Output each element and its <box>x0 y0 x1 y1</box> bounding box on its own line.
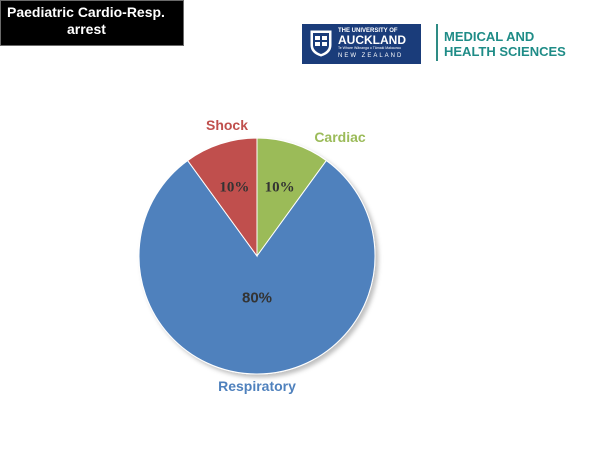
logo-name: AUCKLAND <box>338 33 406 47</box>
pie-value-label-cardiac: 10% <box>265 179 295 195</box>
pie-category-label-shock: Shock <box>206 117 248 133</box>
pie-slice-cardiac <box>256 137 328 258</box>
pie-value-label-shock: 10% <box>219 179 249 195</box>
faculty-line1: MEDICAL AND <box>444 29 535 44</box>
faculty-line2: HEALTH SCIENCES <box>444 44 566 59</box>
slide-title: Paediatric Cardio-Resp. arrest <box>0 0 184 46</box>
pie-category-label-respiratory: Respiratory <box>218 378 296 394</box>
pie-slice-shock <box>186 137 258 258</box>
slide-title-line2: arrest <box>67 21 106 37</box>
university-logo: THE UNIVERSITY OF AUCKLAND Te Whare Wāna… <box>302 24 421 64</box>
logo-divider <box>436 24 438 61</box>
pie-slice-respiratory <box>138 159 376 375</box>
faculty-name: MEDICAL AND HEALTH SCIENCES <box>444 29 566 59</box>
logo-small-text: THE UNIVERSITY OF <box>338 28 398 34</box>
logo-country: NEW ZEALAND <box>338 53 404 59</box>
pie-value-label-respiratory: 80% <box>242 289 272 306</box>
crest-icon <box>310 30 332 57</box>
pie-category-label-cardiac: Cardiac <box>314 129 366 145</box>
slide-title-line1: Paediatric Cardio-Resp. <box>7 4 165 20</box>
logo-motto: Te Whare Wānanga o Tāmaki Makaurau <box>338 46 401 50</box>
